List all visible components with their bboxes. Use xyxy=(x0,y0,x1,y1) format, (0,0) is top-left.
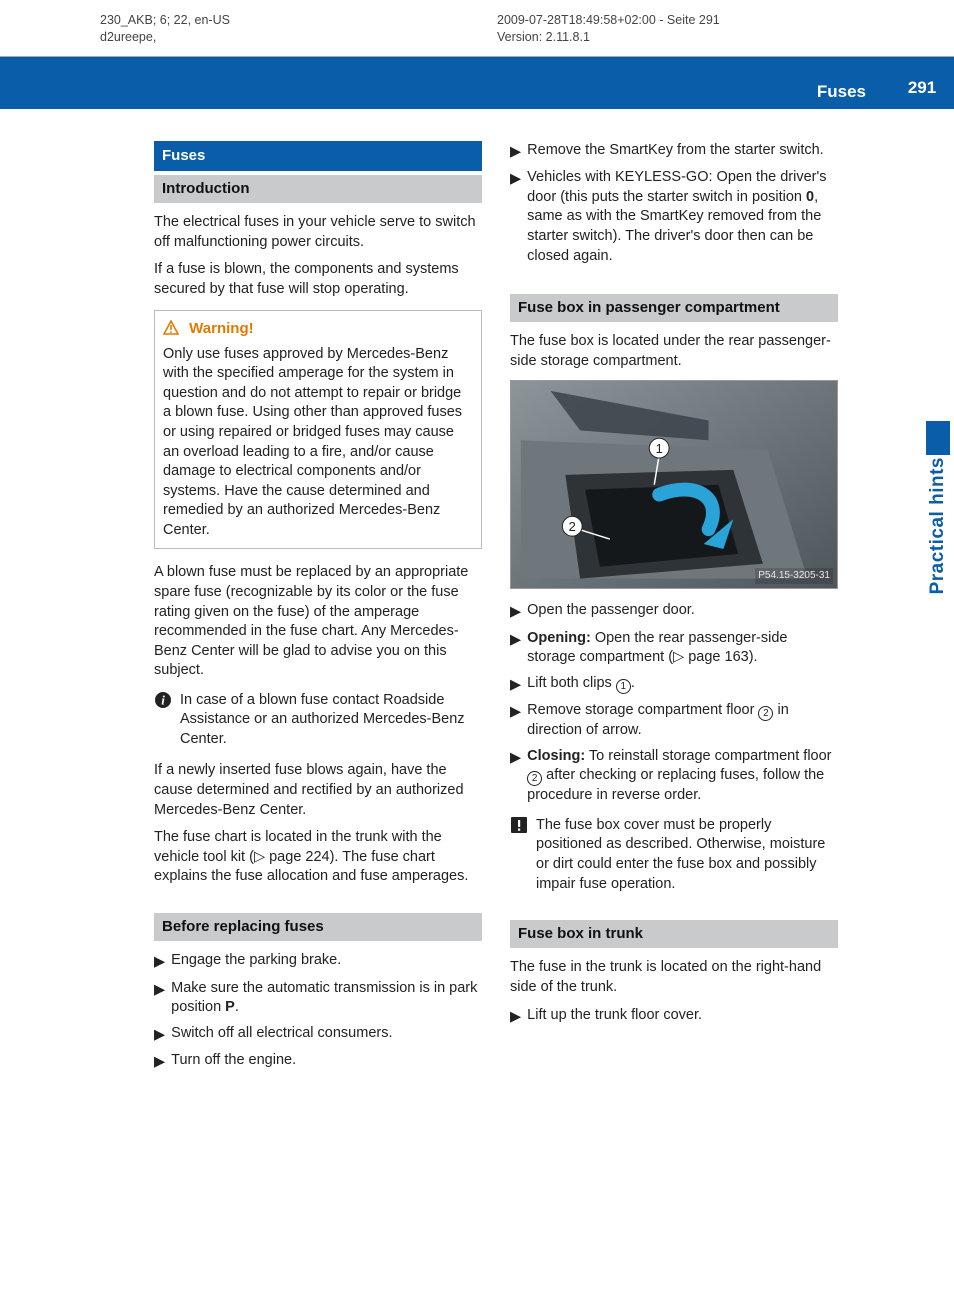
list-item: ▶Turn off the engine. xyxy=(154,1051,482,1073)
warning-icon xyxy=(163,320,179,341)
list-item: ▶Lift up the trunk floor cover. xyxy=(510,1006,838,1028)
list-item: ▶Remove the SmartKey from the starter sw… xyxy=(510,141,838,163)
body-text: If a newly inserted fuse blows again, ha… xyxy=(154,761,482,820)
bullet-icon: ▶ xyxy=(510,701,521,741)
column-right: ▶Remove the SmartKey from the starter sw… xyxy=(498,141,850,1083)
section-side-tab: Practical hints xyxy=(920,421,954,600)
callout-2-icon: 2 xyxy=(527,771,542,786)
page-number: 291 xyxy=(890,57,954,109)
page-header-bar: Fuses 291 xyxy=(0,57,954,109)
doc-meta: 230_AKB; 6; 22, en-US d2ureepe, 2009-07-… xyxy=(0,0,954,56)
callout-1-icon: 1 xyxy=(616,679,631,694)
callout-2-icon: 2 xyxy=(758,706,773,721)
bullet-icon: ▶ xyxy=(510,168,521,266)
doc-meta-left: 230_AKB; 6; 22, en-US d2ureepe, xyxy=(100,12,497,46)
section-heading-gray: Before replacing fuses xyxy=(154,913,482,941)
meta-line: 2009-07-28T18:49:58+02:00 - Seite 291 xyxy=(497,12,894,29)
list-item: ▶Open the passenger door. xyxy=(510,601,838,623)
bullet-icon: ▶ xyxy=(154,1051,165,1073)
list-item: ▶Remove storage compartment floor 2 in d… xyxy=(510,701,838,741)
side-tab-label: Practical hints xyxy=(925,457,951,600)
step-list: ▶Open the passenger door. ▶Opening: Open… xyxy=(510,601,838,806)
svg-text:i: i xyxy=(161,692,165,707)
list-item: ▶Closing: To reinstall storage compartme… xyxy=(510,747,838,806)
svg-text:2: 2 xyxy=(569,519,576,534)
step-list: ▶Remove the SmartKey from the starter sw… xyxy=(510,141,838,266)
caution-text: The fuse box cover must be properly posi… xyxy=(536,816,838,894)
warning-heading: Warning! xyxy=(163,319,473,341)
bullet-icon: ▶ xyxy=(510,747,521,806)
section-heading-gray: Introduction xyxy=(154,175,482,203)
body-text: A blown fuse must be replaced by an appr… xyxy=(154,563,482,680)
body-text: The fuse in the trunk is located on the … xyxy=(510,958,838,997)
svg-text:1: 1 xyxy=(656,441,663,456)
column-left: Fuses Introduction The electrical fuses … xyxy=(142,141,494,1083)
list-item: ▶Lift both clips 1. xyxy=(510,674,838,696)
bullet-icon: ▶ xyxy=(510,601,521,623)
page-header-title: Fuses xyxy=(817,81,866,104)
figure-id: P54.15-3205-31 xyxy=(755,568,833,584)
side-tab-marker xyxy=(926,421,950,455)
section-heading-blue: Fuses xyxy=(154,141,482,171)
bullet-icon: ▶ xyxy=(510,629,521,668)
info-text: In case of a blown fuse contact Roadside… xyxy=(180,691,482,750)
bullet-icon: ▶ xyxy=(510,141,521,163)
body-text: If a fuse is blown, the components and s… xyxy=(154,260,482,299)
body-text: The fuse box is located under the rear p… xyxy=(510,332,838,371)
section-heading-gray: Fuse box in passenger compartment xyxy=(510,294,838,322)
warning-body: Only use fuses approved by Mercedes-Benz… xyxy=(163,345,473,541)
caution-note: The fuse box cover must be properly posi… xyxy=(510,816,838,894)
info-note: i In case of a blown fuse contact Roadsi… xyxy=(154,691,482,750)
meta-line: d2ureepe, xyxy=(100,29,497,46)
list-item: ▶Switch off all electrical consumers. xyxy=(154,1024,482,1046)
bullet-icon: ▶ xyxy=(510,674,521,696)
step-list: ▶Engage the parking brake. ▶Make sure th… xyxy=(154,951,482,1073)
figure-fusebox: 1 2 P54.15-3205-31 xyxy=(510,380,838,589)
list-item: ▶Vehicles with KEYLESS-GO: Open the driv… xyxy=(510,168,838,266)
caution-icon xyxy=(510,816,528,894)
body-text: The fuse chart is located in the trunk w… xyxy=(154,828,482,887)
section-heading-gray: Fuse box in trunk xyxy=(510,920,838,948)
bullet-icon: ▶ xyxy=(154,979,165,1018)
warning-title: Warning! xyxy=(189,320,253,337)
list-item: ▶Make sure the automatic transmission is… xyxy=(154,979,482,1018)
warning-box: Warning! Only use fuses approved by Merc… xyxy=(154,310,482,550)
bullet-icon: ▶ xyxy=(154,951,165,973)
bullet-icon: ▶ xyxy=(510,1006,521,1028)
info-icon: i xyxy=(154,691,172,750)
step-list: ▶Lift up the trunk floor cover. xyxy=(510,1006,838,1028)
page-ref-icon: ▷ xyxy=(673,649,684,665)
doc-meta-right: 2009-07-28T18:49:58+02:00 - Seite 291 Ve… xyxy=(497,12,894,46)
list-item: ▶Engage the parking brake. xyxy=(154,951,482,973)
bullet-icon: ▶ xyxy=(154,1024,165,1046)
list-item: ▶Opening: Open the rear passenger-side s… xyxy=(510,629,838,668)
meta-line: Version: 2.11.8.1 xyxy=(497,29,894,46)
page-ref-icon: ▷ xyxy=(254,849,265,865)
meta-line: 230_AKB; 6; 22, en-US xyxy=(100,12,497,29)
body-text: The electrical fuses in your vehicle ser… xyxy=(154,213,482,252)
